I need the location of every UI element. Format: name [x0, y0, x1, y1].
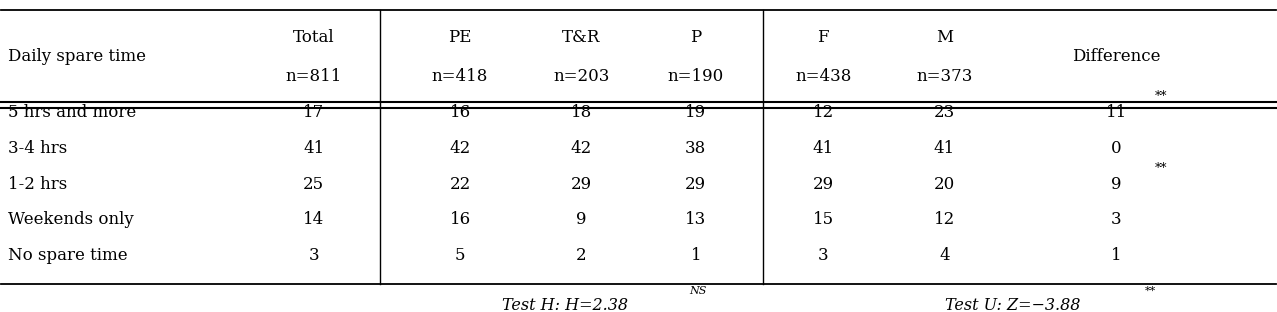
Text: 38: 38: [686, 139, 706, 157]
Text: 13: 13: [686, 212, 706, 228]
Text: 42: 42: [450, 139, 471, 157]
Text: T&R: T&R: [562, 29, 600, 46]
Text: M: M: [936, 29, 953, 46]
Text: 1-2 hrs: 1-2 hrs: [8, 176, 66, 193]
Text: 17: 17: [303, 104, 324, 120]
Text: 41: 41: [303, 139, 324, 157]
Text: 5: 5: [455, 247, 465, 265]
Text: NS: NS: [688, 285, 706, 295]
Text: **: **: [1154, 90, 1167, 103]
Text: n=438: n=438: [796, 68, 852, 85]
Text: 16: 16: [450, 212, 471, 228]
Text: F: F: [817, 29, 829, 46]
Text: **: **: [1144, 285, 1156, 295]
Text: Difference: Difference: [1073, 48, 1161, 65]
Text: 11: 11: [1106, 104, 1128, 120]
Text: n=418: n=418: [432, 68, 488, 85]
Text: 16: 16: [450, 104, 471, 120]
Text: PE: PE: [448, 29, 472, 46]
Text: 29: 29: [686, 176, 706, 193]
Text: 12: 12: [933, 212, 955, 228]
Text: 5 hrs and more: 5 hrs and more: [8, 104, 137, 120]
Text: 9: 9: [1111, 176, 1121, 193]
Text: **: **: [1154, 162, 1167, 175]
Text: 19: 19: [686, 104, 706, 120]
Text: P: P: [690, 29, 701, 46]
Text: 20: 20: [933, 176, 955, 193]
Text: 42: 42: [571, 139, 591, 157]
Text: 41: 41: [933, 139, 955, 157]
Text: n=373: n=373: [916, 68, 973, 85]
Text: 25: 25: [303, 176, 324, 193]
Text: 0: 0: [1111, 139, 1121, 157]
Text: n=811: n=811: [285, 68, 342, 85]
Text: n=203: n=203: [553, 68, 609, 85]
Text: Weekends only: Weekends only: [8, 212, 134, 228]
Text: 3: 3: [308, 247, 319, 265]
Text: No spare time: No spare time: [8, 247, 128, 265]
Text: 3: 3: [1111, 212, 1121, 228]
Text: Test H: H=2.38: Test H: H=2.38: [502, 297, 628, 312]
Text: 4: 4: [939, 247, 950, 265]
Text: 3-4 hrs: 3-4 hrs: [8, 139, 66, 157]
Text: 1: 1: [1111, 247, 1121, 265]
Text: 2: 2: [576, 247, 586, 265]
Text: 18: 18: [571, 104, 591, 120]
Text: 41: 41: [812, 139, 834, 157]
Text: 12: 12: [812, 104, 834, 120]
Text: 14: 14: [303, 212, 324, 228]
Text: 9: 9: [576, 212, 586, 228]
Text: Total: Total: [292, 29, 335, 46]
Text: Test U: Z=−3.88: Test U: Z=−3.88: [945, 297, 1080, 312]
Text: n=190: n=190: [668, 68, 724, 85]
Text: 15: 15: [812, 212, 834, 228]
Text: Daily spare time: Daily spare time: [8, 48, 146, 65]
Text: 1: 1: [691, 247, 701, 265]
Text: 29: 29: [812, 176, 834, 193]
Text: 23: 23: [933, 104, 955, 120]
Text: 29: 29: [571, 176, 591, 193]
Text: 3: 3: [819, 247, 829, 265]
Text: 22: 22: [450, 176, 471, 193]
